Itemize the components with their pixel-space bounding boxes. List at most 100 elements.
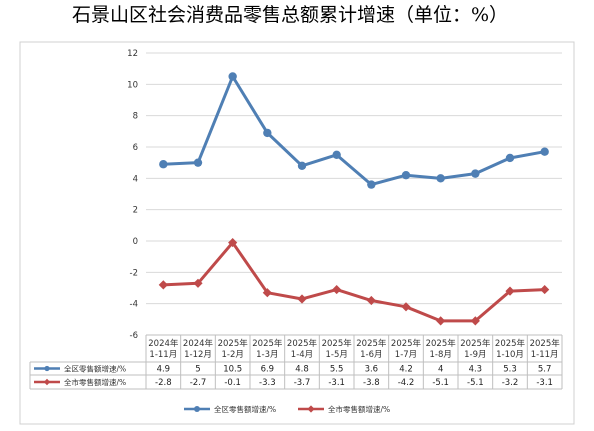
data-point xyxy=(228,72,237,81)
table-series-name: 全市零售额增速/% xyxy=(64,377,126,387)
data-label: 5.7 xyxy=(538,365,552,375)
x-tick-label: 1-8月 xyxy=(429,350,451,360)
x-tick-label: 2025年 xyxy=(391,338,422,349)
data-point xyxy=(297,161,307,170)
data-point xyxy=(540,284,550,295)
data-label: -2.7 xyxy=(190,378,207,388)
chart-title: 石景山区社会消费品零售总额累计增速（单位：%） xyxy=(72,4,508,26)
x-tick-label: 1-11月 xyxy=(149,350,177,360)
x-tick-label: 1-5月 xyxy=(325,350,347,360)
grid-layer: -6 -4 -2 0 2 4 6 8 10 12 xyxy=(127,49,562,341)
data-label: -2.8 xyxy=(155,378,172,388)
data-label: 4.3 xyxy=(469,365,483,375)
x-tick-label: 2025年 xyxy=(426,338,457,349)
data-point xyxy=(471,169,480,178)
data-point xyxy=(367,180,376,189)
x-tick-label: 1-11月 xyxy=(531,350,559,360)
legend-marker xyxy=(194,406,200,412)
data-label: 4.8 xyxy=(295,365,309,375)
x-tick-label: 2025年 xyxy=(287,338,318,349)
data-label: -3.2 xyxy=(502,378,519,388)
data-point xyxy=(193,278,203,288)
data-point xyxy=(158,280,168,290)
x-tick-label: 1-3月 xyxy=(256,350,278,360)
data-label: 4 xyxy=(438,365,443,375)
data-label: -3.3 xyxy=(259,378,276,388)
x-tick-label: 2025年 xyxy=(218,338,249,349)
y-tick-label: 12 xyxy=(127,49,138,59)
series-line xyxy=(161,241,547,323)
data-point xyxy=(401,302,411,312)
x-tick-label: 2025年 xyxy=(460,338,491,349)
data-point xyxy=(505,286,515,296)
data-label: -0.1 xyxy=(224,378,241,388)
data-label: -5.1 xyxy=(432,378,449,388)
x-tick-label: 2025年 xyxy=(356,338,387,349)
data-point xyxy=(332,284,342,295)
data-label: -3.1 xyxy=(328,378,345,388)
x-tick-label: 1-4月 xyxy=(291,350,313,360)
legend-entry: 全区零售额增速/% xyxy=(214,404,276,414)
data-label: 6.9 xyxy=(261,365,275,375)
x-tick-label: 1-2月 xyxy=(221,350,243,360)
x-tick-label: 1-7月 xyxy=(395,350,417,360)
y-tick-label: -6 xyxy=(130,331,138,341)
data-point xyxy=(505,153,515,163)
data-point xyxy=(159,160,168,169)
data-label: -3.7 xyxy=(294,378,311,388)
legend-marker xyxy=(307,405,315,413)
data-label: 4.9 xyxy=(157,365,171,375)
data-label: 3.6 xyxy=(365,365,379,375)
legend-entry: 全市零售额增速/% xyxy=(328,404,390,414)
data-point xyxy=(262,288,272,298)
data-label: -5.1 xyxy=(467,378,484,388)
data-point xyxy=(540,147,549,156)
y-tick-label: 2 xyxy=(133,206,138,216)
series-layer xyxy=(158,72,550,326)
data-label: 5.3 xyxy=(503,365,517,375)
x-tick-label: 2025年 xyxy=(530,338,561,349)
x-tick-label: 1-10月 xyxy=(496,350,524,360)
series-line xyxy=(161,75,547,187)
y-tick-label: 0 xyxy=(133,237,138,247)
y-tick-label: 10 xyxy=(127,80,138,90)
y-tick-label: 8 xyxy=(133,112,138,122)
data-point xyxy=(297,294,307,304)
x-tick-label: 2024年 xyxy=(183,338,214,349)
data-point xyxy=(436,316,446,326)
data-label: -4.2 xyxy=(398,378,415,388)
data-label: 5 xyxy=(195,365,200,375)
data-label: -3.8 xyxy=(363,378,380,388)
data-point xyxy=(401,171,411,180)
y-tick-label: -4 xyxy=(130,300,138,310)
x-tick-label: 1-9月 xyxy=(464,350,486,360)
data-point xyxy=(470,316,480,326)
legend: 全区零售额增速/% 全市零售额增速/% xyxy=(184,404,390,414)
data-label: 4.2 xyxy=(399,365,413,375)
data-point xyxy=(228,237,238,248)
data-label: 10.5 xyxy=(223,365,242,375)
data-table: 2024年1-11月2024年1-12月2025年1-2月2025年1-3月20… xyxy=(29,334,563,390)
y-tick-label: 4 xyxy=(133,174,138,184)
data-point xyxy=(332,150,341,160)
x-tick-label: 1-12月 xyxy=(184,350,212,360)
table-series-key-marker xyxy=(44,365,50,372)
data-point xyxy=(436,174,445,183)
data-point xyxy=(263,128,272,138)
data-label: 5.5 xyxy=(330,365,344,375)
y-tick-label: -2 xyxy=(130,268,138,278)
y-tick-label: 6 xyxy=(133,143,138,153)
data-label: -3.1 xyxy=(536,378,553,388)
x-tick-label: 2025年 xyxy=(252,338,283,349)
chart-frame xyxy=(19,41,575,425)
x-tick-label: 1-6月 xyxy=(360,350,382,360)
x-tick-label: 2025年 xyxy=(495,338,526,349)
table-series-name: 全区零售额增速/% xyxy=(64,364,126,374)
x-tick-label: 2024年 xyxy=(148,338,179,349)
data-point xyxy=(366,295,376,306)
x-tick-label: 2025年 xyxy=(322,338,353,349)
data-point xyxy=(193,158,203,167)
table-series-key-marker xyxy=(43,378,51,386)
